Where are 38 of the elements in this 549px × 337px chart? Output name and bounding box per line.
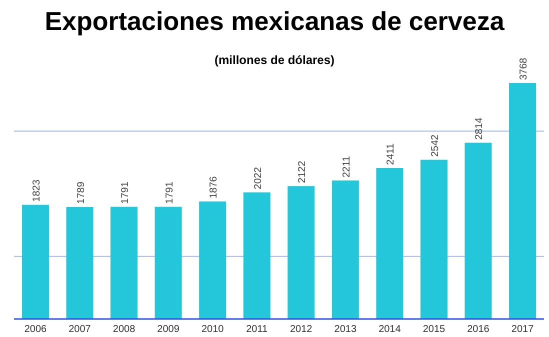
bar xyxy=(154,206,182,319)
x-tick-label: 2013 xyxy=(334,324,357,335)
x-tick-label: 2009 xyxy=(157,324,180,335)
data-label: 2211 xyxy=(341,156,352,178)
data-label: 1789 xyxy=(76,181,87,204)
x-tick-label: 2016 xyxy=(467,324,490,335)
bar xyxy=(22,204,49,319)
data-label: 1791 xyxy=(120,181,132,204)
x-tick-label: 2011 xyxy=(246,324,268,335)
data-label: 3768 xyxy=(518,57,530,80)
x-tick-label: 2010 xyxy=(201,324,224,335)
bar xyxy=(199,202,226,319)
bar xyxy=(243,192,270,319)
bar xyxy=(288,186,315,319)
chart-subtitle: (millones de dólares) xyxy=(214,53,335,67)
data-label: 1823 xyxy=(31,179,42,202)
x-tick-label: 2012 xyxy=(290,324,313,335)
x-tick-label: 2015 xyxy=(422,324,446,335)
bar xyxy=(110,206,138,319)
x-tick-label: 2014 xyxy=(378,324,402,335)
x-tick-label: 2017 xyxy=(511,324,534,335)
data-label: 2411 xyxy=(386,143,397,165)
bar xyxy=(66,206,94,319)
bar xyxy=(420,160,448,319)
data-label: 2814 xyxy=(474,117,486,140)
data-label: 2122 xyxy=(297,160,308,184)
chart-title: Exportaciones mexicanas de cerveza xyxy=(44,6,505,36)
data-label: 1876 xyxy=(208,176,220,198)
data-label: 2542 xyxy=(430,134,441,157)
data-label: 1791 xyxy=(164,181,176,204)
bar xyxy=(332,180,359,319)
x-tick-label: 2007 xyxy=(68,324,92,335)
x-tick-label: 2008 xyxy=(112,324,136,335)
bar xyxy=(376,168,404,319)
bar xyxy=(509,83,536,319)
bar xyxy=(464,142,492,319)
data-label: 2022 xyxy=(252,166,264,190)
x-tick-label: 2006 xyxy=(24,324,48,335)
